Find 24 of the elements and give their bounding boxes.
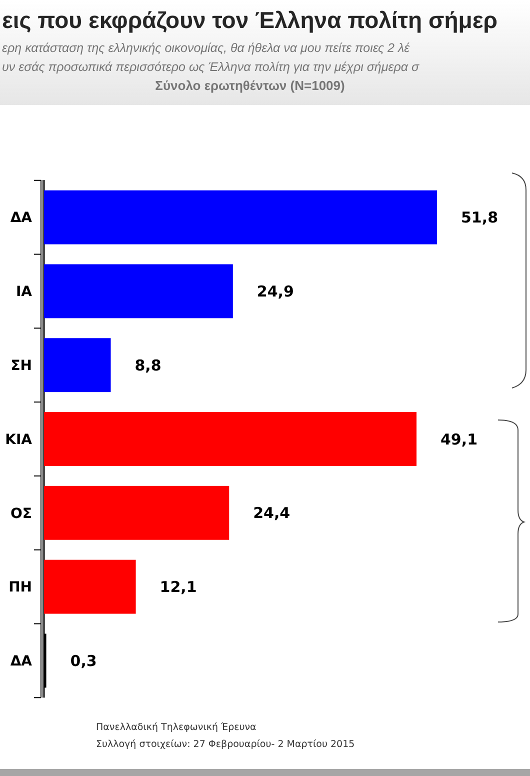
y-tick-label: ΠΗ [8, 580, 32, 596]
y-tick-label: ΙΑ [16, 284, 32, 300]
bar [44, 190, 437, 244]
bar [44, 412, 417, 466]
y-tick-label: ΚΙΑ [5, 432, 32, 448]
text: Συλλογή στοιχείων: 27 Φεβρουαρίου- 2 Μαρτίου 2015 [96, 739, 355, 750]
chart-title: εις που εκφράζουν τον Έλληνα πολίτη σήμερ [2, 7, 498, 33]
data-label: 24,9 [256, 282, 294, 300]
bar [44, 560, 136, 614]
data-label: 51,8 [461, 208, 498, 227]
y-tick-label: ΔΑ [10, 654, 32, 670]
data-label: 24,4 [253, 504, 290, 522]
text: Πανελλαδική Τηλεφωνική Έρευνα [96, 722, 256, 733]
y-tick-label: ΔΑ [10, 210, 32, 226]
bar [44, 486, 230, 540]
chart-subtitle: ερη κατάσταση της ελληνικής οικονομίας, θα ήθελα να μου πείτε ποιες 2 λέ υν εσάς προσωπικά περισσότερο ως Έλληνα πολίτη για την μέχρι σήμερα σ Σύνολο ερωτηθέντων (N=1009) [2, 41, 420, 93]
bar [44, 264, 233, 318]
data-label: 0,3 [70, 652, 97, 670]
y-tick-label: ΟΣ [10, 506, 32, 522]
data-label: 12,1 [160, 578, 197, 596]
y-tick-label: ΣΗ [10, 358, 32, 374]
data-label: 8,8 [134, 356, 162, 374]
bar [44, 338, 111, 392]
data-label: 49,1 [440, 430, 478, 448]
